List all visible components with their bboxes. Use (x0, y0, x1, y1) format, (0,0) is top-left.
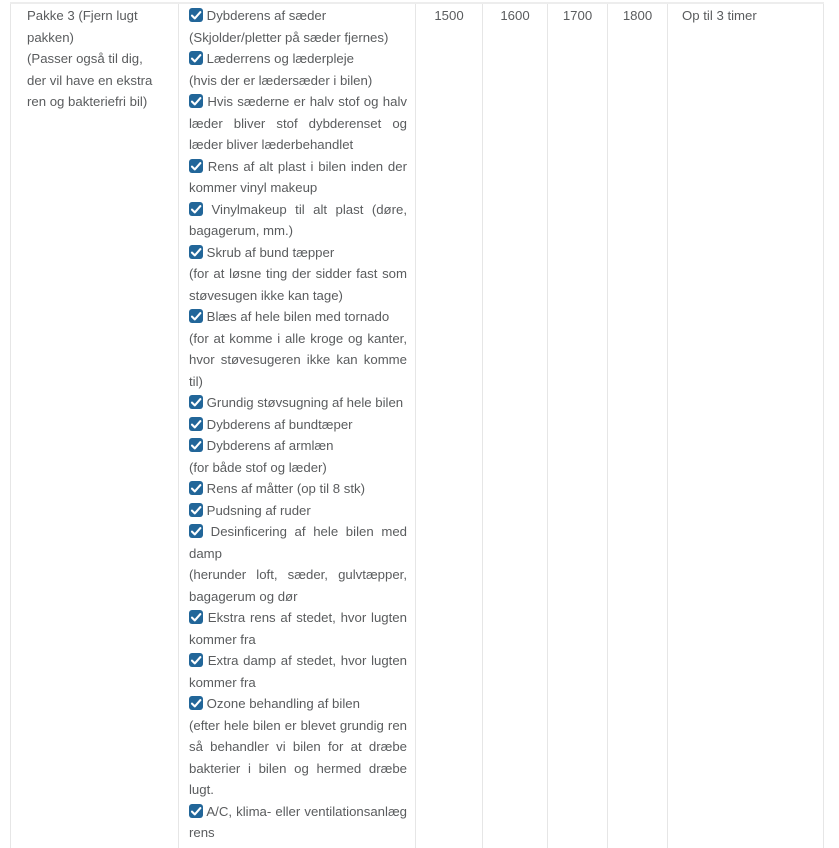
checkbox-checked-icon (189, 481, 203, 495)
service-item: (Skjolder/pletter på sæder fjernes) (189, 27, 407, 49)
service-text: (herunder loft, sæder, gulvtæpper, bagag… (189, 567, 407, 604)
service-text: Grundig støvsugning af hele bilen (206, 395, 404, 410)
service-text: Dybderens af bundtæper (206, 416, 353, 432)
service-item: (herunder loft, sæder, gulvtæpper, bagag… (189, 564, 407, 607)
car-cleaning-pricing-table: Pakke 3 (Fjern lugt pakken) (Passer også… (10, 2, 824, 848)
service-item: (hvis der er lædersæder i bilen) (189, 70, 407, 92)
checkbox-checked-icon (189, 653, 203, 667)
checkbox-checked-icon (189, 309, 203, 323)
service-text: Hvis sæderne er halv stof og halv læder … (189, 94, 407, 152)
service-item: Ozone behandling af bilen (189, 693, 407, 715)
checkbox-checked-icon (189, 502, 203, 517)
service-item: Ekstra rens af stedet, hvor lugten komme… (189, 607, 407, 650)
service-text: Vinylmakeup til alt plast (døre, bagager… (189, 201, 407, 239)
service-text: Ozone behandling af bilen (206, 696, 360, 711)
service-text: Desinficering af hele bilen med damp (189, 524, 407, 561)
service-item: Læderrens og læderpleje (189, 48, 407, 70)
checkbox-checked-icon (189, 51, 203, 65)
checkbox-checked-icon (189, 8, 203, 22)
service-item: Desinficering af hele bilen med damp (189, 521, 407, 564)
service-item: Rens af måtter (op til 8 stk) (189, 478, 407, 500)
service-text: Blæs af hele bilen med tornado (206, 309, 390, 324)
service-text: (hvis der er lædersæder i bilen) (189, 72, 373, 88)
service-item: Hvis sæderne er halv stof og halv læder … (189, 91, 407, 156)
checkbox-checked-icon (189, 158, 203, 173)
service-text: Extra damp af stedet, hvor lugten kommer… (189, 653, 407, 690)
package-subtitle: (Passer også til dig, der vil have en ek… (27, 51, 153, 109)
service-text: A/C, klima- eller ventilationsanlæg rens (189, 803, 408, 841)
service-text: Ekstra rens af stedet, hvor lugten komme… (189, 610, 407, 647)
service-text: Rens af måtter (op til 8 stk) (206, 481, 365, 496)
service-item: A/C, klima- eller ventilationsanlæg rens (189, 801, 407, 844)
checkbox-checked-icon (189, 438, 203, 452)
service-item: Vinylmakeup til alt plast (døre, bagager… (189, 199, 407, 242)
service-text: Pudsning af ruder (206, 502, 311, 518)
service-item: Grundig støvsugning af hele bilen (189, 392, 407, 414)
checkbox-checked-icon (189, 201, 203, 216)
price-cell-1: 1500 (415, 2, 483, 848)
service-text: (Skjolder/pletter på sæder fjernes) (189, 29, 389, 45)
service-text: Skrub af bund tæpper (206, 244, 335, 260)
service-text: Dybderens af sæder (206, 8, 327, 23)
checkbox-checked-icon (189, 610, 203, 624)
package-title: Pakke 3 (Fjern lugt pakken) (27, 8, 138, 45)
service-text: (for at løsne ting der sidder fast som s… (189, 266, 407, 303)
service-item: Extra damp af stedet, hvor lugten kommer… (189, 650, 407, 693)
package-name-cell: Pakke 3 (Fjern lugt pakken) (Passer også… (10, 2, 179, 848)
service-item: (for at løsne ting der sidder fast som s… (189, 263, 407, 306)
service-text: Rens af alt plast i bilen inden der komm… (189, 158, 407, 196)
package-row: Pakke 3 (Fjern lugt pakken) (Passer også… (10, 2, 824, 848)
checkbox-checked-icon (189, 696, 203, 710)
services-cell: Dybderens af sæder (Skjolder/pletter på … (178, 2, 416, 848)
checkbox-checked-icon (189, 416, 203, 431)
price-cell-3: 1700 (547, 2, 608, 848)
service-item: (for at komme i alle kroge og kanter, hv… (189, 328, 407, 393)
service-item: Pudsning af ruder (189, 500, 407, 522)
checkbox-checked-icon (189, 803, 203, 818)
service-item: Blæs af hele bilen med tornado (189, 306, 407, 328)
service-item: Skrub af bund tæpper (189, 242, 407, 264)
checkbox-checked-icon (189, 244, 203, 259)
duration-cell: Op til 3 timer (667, 2, 824, 848)
service-item: Dybderens af sæder (189, 5, 407, 27)
service-text: Dybderens af armlæn (206, 438, 334, 453)
service-item: (for både stof og læder) (189, 457, 407, 479)
service-item: Dybderens af bundtæper (189, 414, 407, 436)
service-text: (efter hele bilen er blevet grundig ren … (189, 717, 407, 798)
checkbox-checked-icon (189, 524, 203, 538)
service-item: Rens af alt plast i bilen inden der komm… (189, 156, 407, 199)
price-cell-2: 1600 (482, 2, 548, 848)
service-text: (for både stof og læder) (189, 459, 327, 475)
checkbox-checked-icon (189, 395, 203, 409)
service-text: Læderrens og læderpleje (206, 51, 355, 66)
service-text: (for at komme i alle kroge og kanter, hv… (189, 330, 407, 389)
price-cell-4: 1800 (607, 2, 668, 848)
service-item: Dybderens af armlæn (189, 435, 407, 457)
checkbox-checked-icon (189, 94, 203, 108)
service-item: (efter hele bilen er blevet grundig ren … (189, 715, 407, 801)
